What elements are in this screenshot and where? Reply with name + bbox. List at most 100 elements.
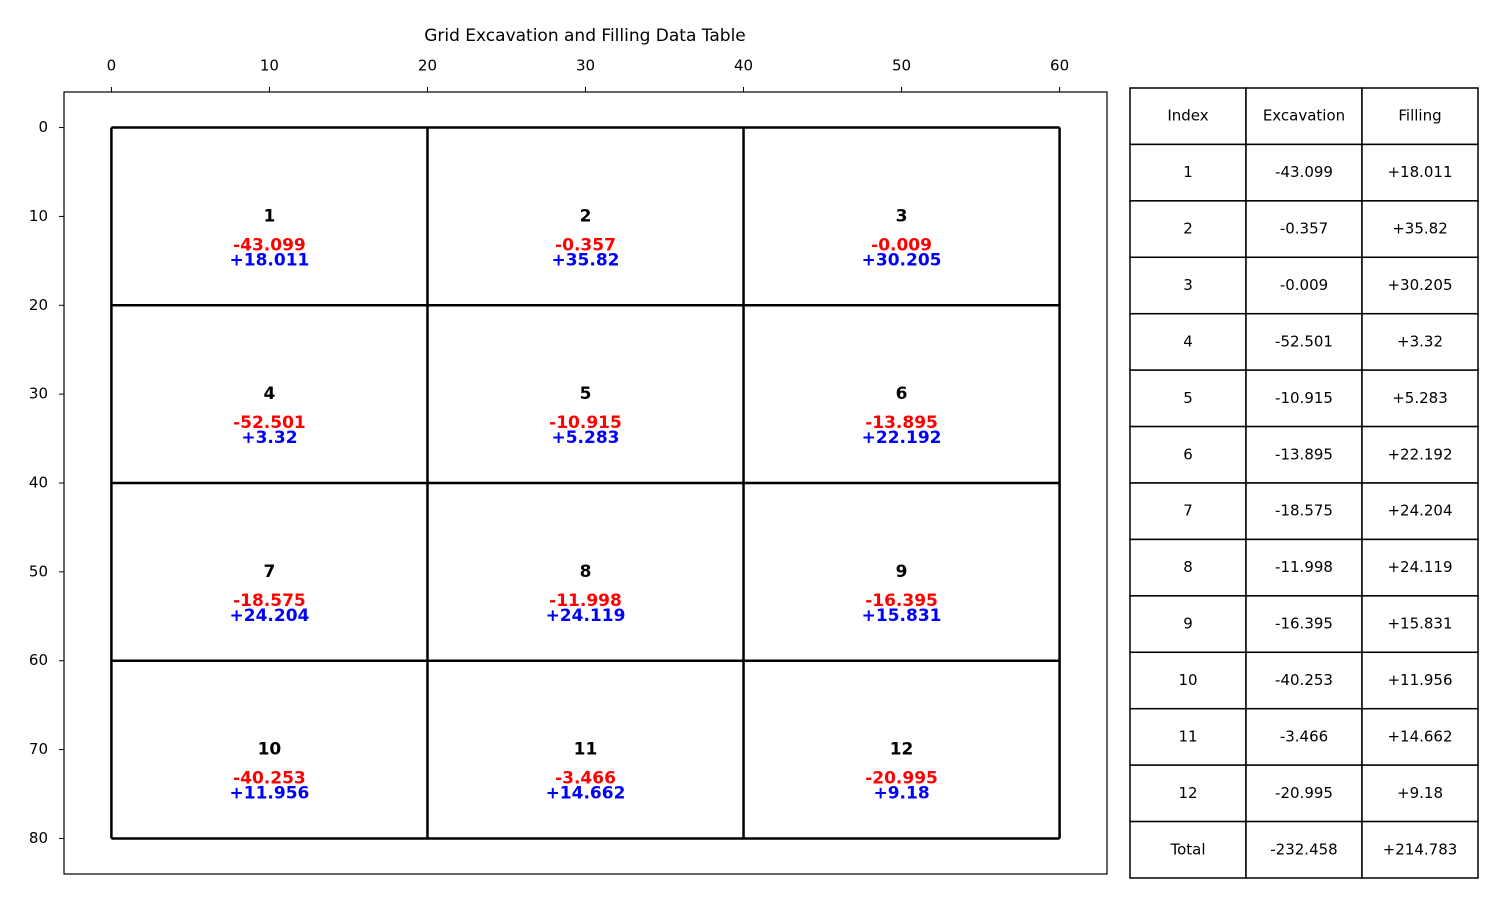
table-cell — [1129, 369, 1247, 428]
cell-index: 10 — [258, 740, 282, 760]
table-cell — [1245, 707, 1363, 766]
x-tick-label: 50 — [892, 57, 911, 75]
y-tick-label: 60 — [29, 651, 48, 669]
table-value: 11 — [1178, 727, 1197, 745]
table-value: +24.204 — [1387, 502, 1452, 520]
x-tick-label: 10 — [260, 57, 279, 75]
table-value: -0.357 — [1280, 220, 1328, 238]
table-cell — [1245, 200, 1363, 259]
y-tick-label: 40 — [29, 474, 48, 492]
cell-index: 2 — [580, 206, 592, 226]
x-tick-label: 20 — [418, 57, 437, 75]
cell-index: 3 — [896, 206, 908, 226]
cell-filling: +3.32 — [241, 428, 297, 448]
table-cell — [1361, 143, 1479, 202]
table-cell — [1361, 482, 1479, 541]
y-tick-label: 0 — [38, 118, 48, 136]
table-value: +3.32 — [1397, 332, 1443, 350]
table-cell — [1245, 312, 1363, 371]
cell-filling: +24.204 — [230, 606, 310, 626]
table-cell — [1129, 200, 1247, 259]
cell-excavation: -16.395 — [865, 591, 938, 611]
table-value: -40.253 — [1275, 671, 1333, 689]
table-cell — [1129, 312, 1247, 371]
table-value: -20.995 — [1275, 784, 1333, 802]
cell-index: 11 — [574, 740, 598, 760]
table-value: +22.192 — [1387, 445, 1452, 463]
cell-filling: +9.18 — [873, 784, 929, 804]
table-value: +11.956 — [1387, 671, 1452, 689]
cell-index: 5 — [580, 384, 592, 404]
cell-excavation: -10.915 — [549, 413, 622, 433]
cell-index: 8 — [580, 562, 592, 582]
cell-index: 9 — [896, 562, 908, 582]
table-value: 10 — [1178, 671, 1197, 689]
table-cell — [1361, 256, 1479, 315]
table-value: -13.895 — [1275, 445, 1333, 463]
table-value: -3.466 — [1280, 727, 1328, 745]
table-header: Excavation — [1263, 107, 1345, 125]
cell-index: 1 — [264, 206, 276, 226]
table-value: Total — [1169, 840, 1205, 858]
table-value: +24.119 — [1387, 558, 1452, 576]
table-value: 1 — [1183, 163, 1193, 181]
table-cell — [1129, 595, 1247, 654]
table-cell — [1361, 312, 1479, 371]
table-cell — [1245, 87, 1363, 146]
cell-index: 6 — [896, 384, 908, 404]
table-value: +15.831 — [1387, 615, 1452, 633]
table-value: 3 — [1183, 276, 1193, 294]
table-cell — [1361, 87, 1479, 146]
cell-filling: +35.82 — [551, 250, 619, 270]
table-cell — [1129, 707, 1247, 766]
cell-excavation: -20.995 — [865, 769, 938, 789]
table-cell — [1245, 256, 1363, 315]
table-cell — [1129, 820, 1247, 879]
table-cell — [1361, 200, 1479, 259]
table-cell — [1361, 764, 1479, 823]
table-cell — [1245, 425, 1363, 484]
table-cell — [1245, 820, 1363, 879]
cell-index: 4 — [264, 384, 276, 404]
table-cell — [1129, 425, 1247, 484]
table-header: Filling — [1398, 107, 1441, 125]
table-cell — [1361, 369, 1479, 428]
table-value: +214.783 — [1383, 840, 1458, 858]
table-value: 8 — [1183, 558, 1193, 576]
table-value: -18.575 — [1275, 502, 1333, 520]
cell-filling: +22.192 — [862, 428, 942, 448]
table-value: +18.011 — [1387, 163, 1452, 181]
table-cell — [1361, 595, 1479, 654]
table-value: -16.395 — [1275, 615, 1333, 633]
chart-title: Grid Excavation and Filling Data Table — [424, 26, 746, 46]
cell-index: 12 — [890, 740, 914, 760]
x-tick-label: 40 — [734, 57, 753, 75]
table-value: -10.915 — [1275, 389, 1333, 407]
x-tick-label: 60 — [1050, 57, 1069, 75]
x-tick-label: 30 — [576, 57, 595, 75]
y-tick-label: 70 — [29, 740, 48, 758]
cell-index: 7 — [264, 562, 276, 582]
table-cell — [1361, 707, 1479, 766]
table-value: +5.283 — [1392, 389, 1448, 407]
y-tick-label: 30 — [29, 385, 48, 403]
table-value: 2 — [1183, 220, 1193, 238]
cell-filling: +15.831 — [862, 606, 942, 626]
y-tick-label: 20 — [29, 296, 48, 314]
table-cell — [1129, 143, 1247, 202]
table-value: +9.18 — [1397, 784, 1443, 802]
table-value: +30.205 — [1387, 276, 1452, 294]
table-cell — [1245, 764, 1363, 823]
table-header: Index — [1167, 107, 1208, 125]
cell-excavation: -43.099 — [233, 235, 306, 255]
cell-filling: +14.662 — [546, 784, 626, 804]
cell-excavation: -18.575 — [233, 591, 306, 611]
cell-excavation: -13.895 — [865, 413, 938, 433]
table-value: 7 — [1183, 502, 1193, 520]
table-cell — [1245, 595, 1363, 654]
cell-excavation: -40.253 — [233, 769, 306, 789]
table-cell — [1361, 425, 1479, 484]
cell-filling: +5.283 — [551, 428, 619, 448]
x-tick-label: 0 — [107, 57, 117, 75]
